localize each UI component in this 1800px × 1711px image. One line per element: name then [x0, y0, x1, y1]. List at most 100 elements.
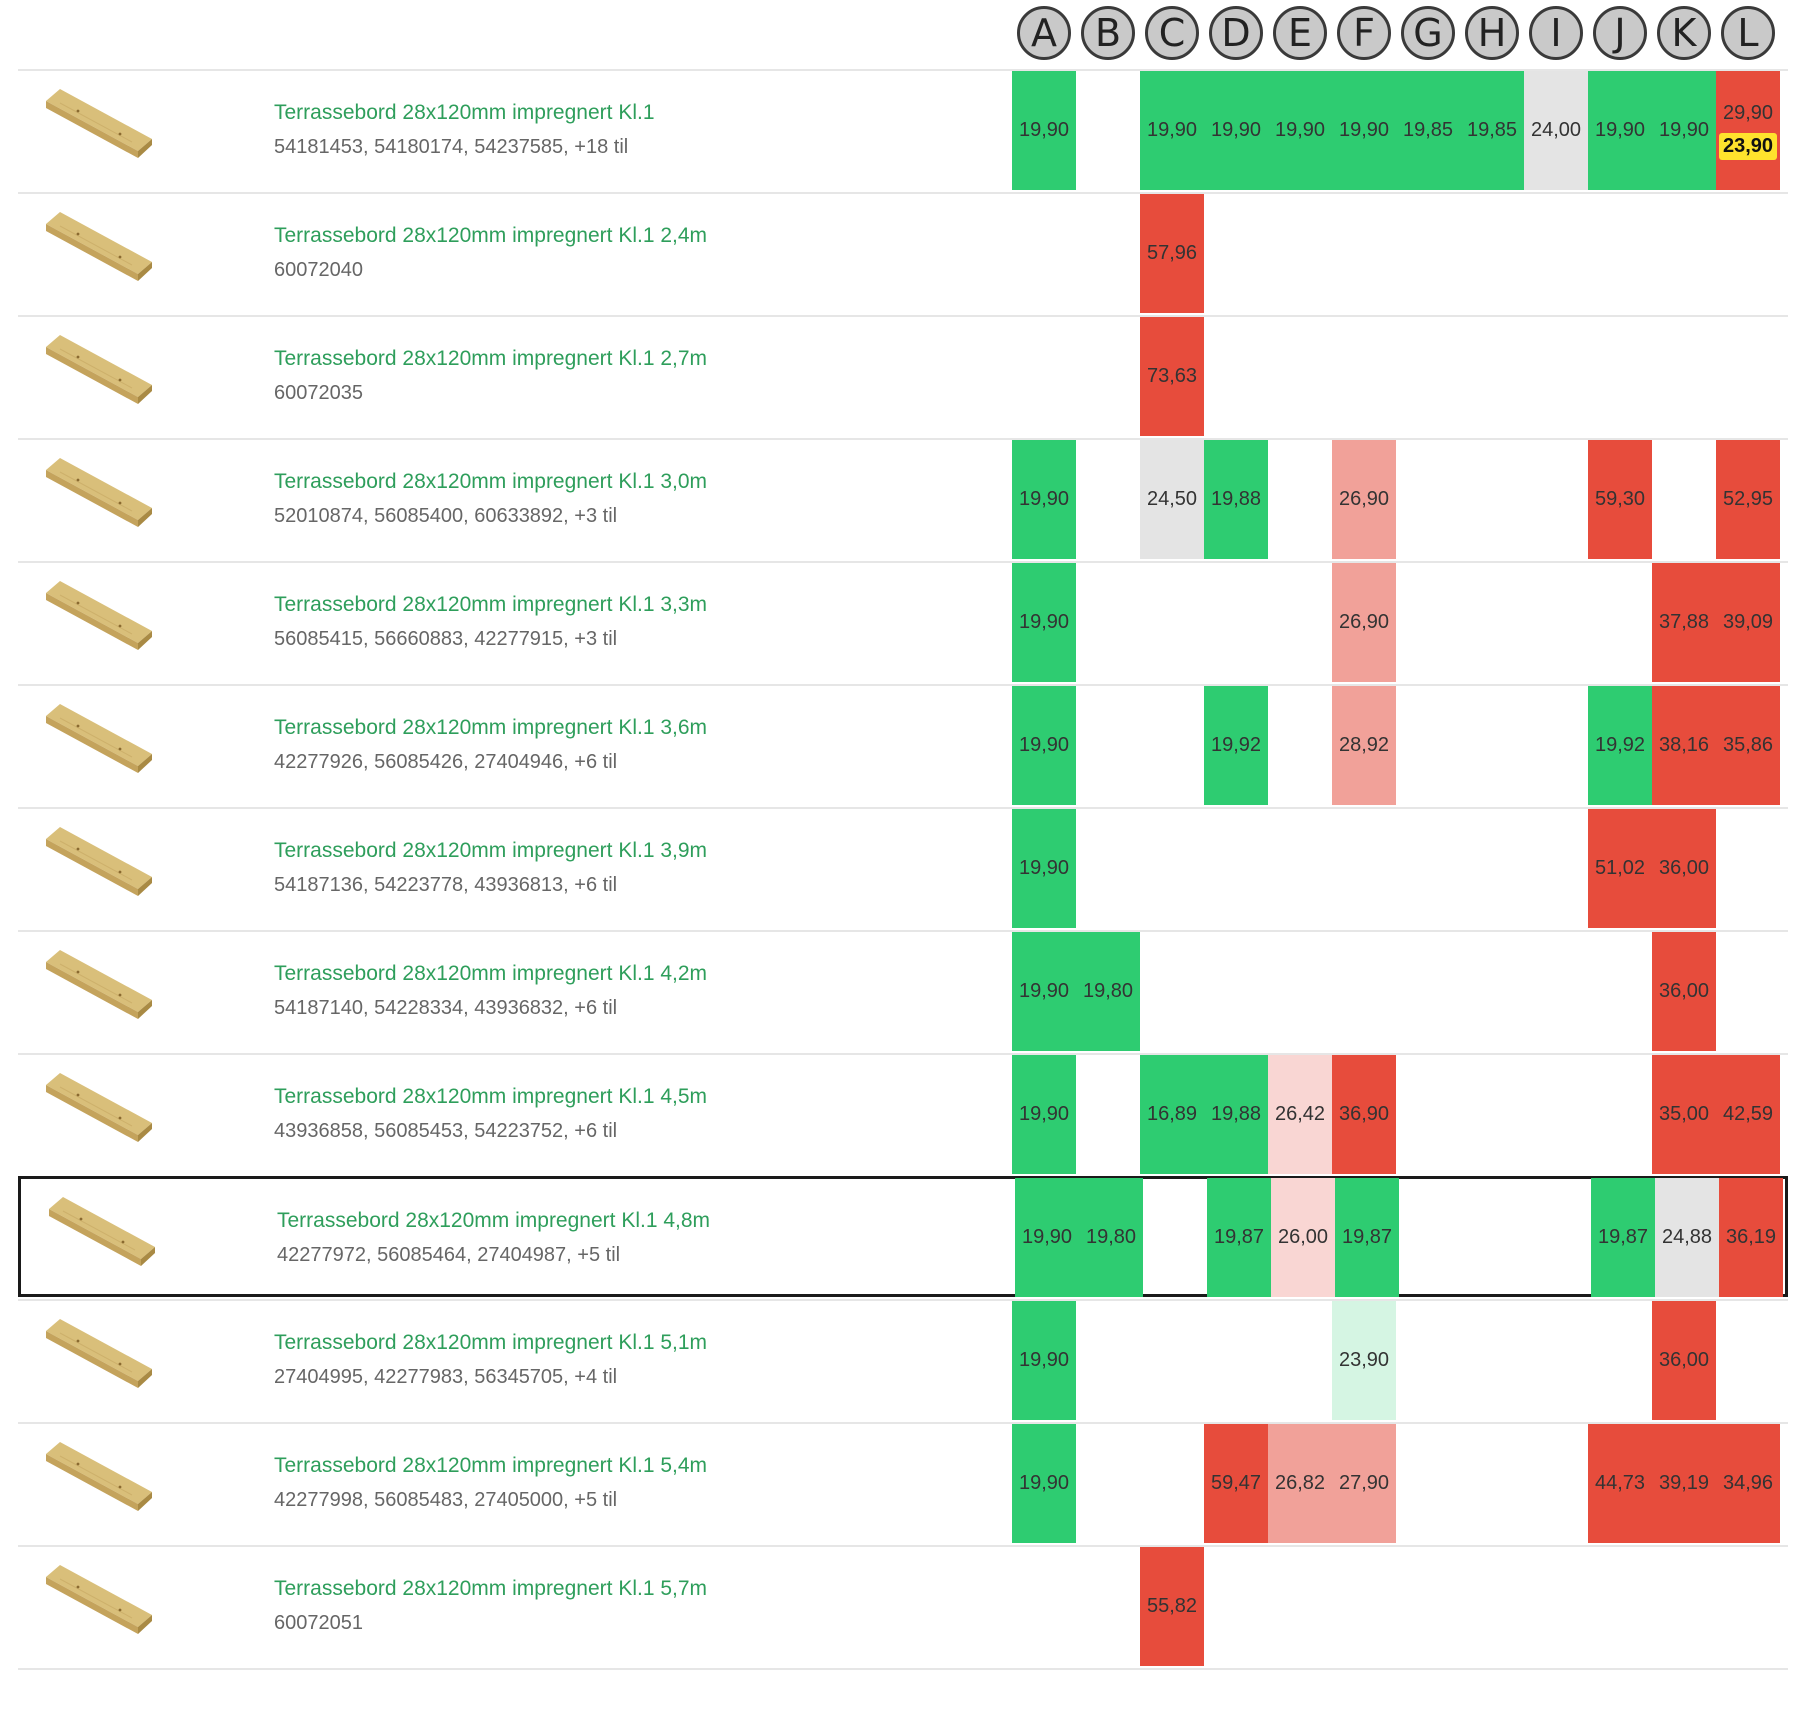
product-row[interactable]: Terrassebord 28x120mm impregnert Kl.1 4,… [18, 1053, 1788, 1174]
price-cell-k[interactable]: 36,00 [1652, 1301, 1716, 1420]
price-cell-j[interactable]: 59,30 [1588, 440, 1652, 559]
price-cell-d[interactable]: 59,47 [1204, 1424, 1268, 1543]
product-sku-list: 56085415, 56660883, 42277915, +3 til [274, 628, 618, 650]
price-cell-a[interactable]: 19,90 [1015, 1178, 1079, 1297]
price-cell-a[interactable]: 19,90 [1012, 440, 1076, 559]
price-cell-c[interactable]: 24,50 [1140, 440, 1204, 559]
product-row[interactable]: Terrassebord 28x120mm impregnert Kl.1 4,… [18, 930, 1788, 1051]
price-cell-l[interactable]: 52,95 [1716, 440, 1780, 559]
price-cell-j[interactable]: 19,87 [1591, 1178, 1655, 1297]
price-cell-l[interactable]: 35,86 [1716, 686, 1780, 805]
price-cell-j[interactable]: 51,02 [1588, 809, 1652, 928]
price-cell-f[interactable]: 36,90 [1332, 1055, 1396, 1174]
column-header-b[interactable]: B [1081, 6, 1135, 60]
price-cell-d[interactable]: 19,87 [1207, 1178, 1271, 1297]
price-cell-e[interactable]: 26,42 [1268, 1055, 1332, 1174]
price-cell-a[interactable]: 19,90 [1012, 563, 1076, 682]
price-cell-a[interactable]: 19,90 [1012, 932, 1076, 1051]
price-cell-c[interactable]: 73,63 [1140, 317, 1204, 436]
product-title-link[interactable]: Terrassebord 28x120mm impregnert Kl.1 3,… [274, 716, 708, 739]
product-row-selected[interactable]: Terrassebord 28x120mm impregnert Kl.1 4,… [18, 1176, 1788, 1297]
product-title-link[interactable]: Terrassebord 28x120mm impregnert Kl.1 3,… [274, 470, 708, 493]
product-row[interactable]: Terrassebord 28x120mm impregnert Kl.1 54… [18, 69, 1788, 190]
price-cell-f[interactable]: 26,90 [1332, 563, 1396, 682]
column-header-h[interactable]: H [1465, 6, 1519, 60]
column-header-g[interactable]: G [1401, 6, 1455, 60]
price-cell-d[interactable]: 19,88 [1204, 1055, 1268, 1174]
price-cell-a[interactable]: 19,90 [1012, 1424, 1076, 1543]
price-cell-l[interactable]: 42,59 [1716, 1055, 1780, 1174]
price-cell-f[interactable]: 23,90 [1332, 1301, 1396, 1420]
price-cell-e[interactable]: 19,90 [1268, 71, 1332, 190]
price-cell-k[interactable]: 39,19 [1652, 1424, 1716, 1543]
product-row[interactable]: Terrassebord 28x120mm impregnert Kl.1 3,… [18, 684, 1788, 805]
price-cell-l[interactable]: 29,90 23,90 [1716, 71, 1780, 190]
product-title-link[interactable]: Terrassebord 28x120mm impregnert Kl.1 2,… [274, 347, 708, 370]
product-row[interactable]: Terrassebord 28x120mm impregnert Kl.1 3,… [18, 438, 1788, 559]
price-cell-d[interactable]: 19,90 [1204, 71, 1268, 190]
price-cell-k[interactable]: 36,00 [1652, 932, 1716, 1051]
column-header-j[interactable]: J [1593, 6, 1647, 60]
price-cell-l[interactable]: 34,96 [1716, 1424, 1780, 1543]
product-title-link[interactable]: Terrassebord 28x120mm impregnert Kl.1 3,… [274, 839, 708, 862]
price-cell-k[interactable]: 24,88 [1655, 1178, 1719, 1297]
price-cell-l[interactable]: 36,19 [1719, 1178, 1783, 1297]
price-cell-c[interactable]: 16,89 [1140, 1055, 1204, 1174]
column-header-k[interactable]: K [1657, 6, 1711, 60]
price-cell-c[interactable]: 57,96 [1140, 194, 1204, 313]
product-row[interactable]: Terrassebord 28x120mm impregnert Kl.1 3,… [18, 807, 1788, 928]
price-cell-k[interactable]: 37,88 [1652, 563, 1716, 682]
product-row[interactable]: Terrassebord 28x120mm impregnert Kl.1 5,… [18, 1299, 1788, 1420]
price-cell-i[interactable]: 24,00 [1524, 71, 1588, 190]
price-cell-d[interactable]: 19,92 [1204, 686, 1268, 805]
price-cell-b[interactable]: 19,80 [1079, 1178, 1143, 1297]
product-row[interactable]: Terrassebord 28x120mm impregnert Kl.1 5,… [18, 1545, 1788, 1666]
product-title-link[interactable]: Terrassebord 28x120mm impregnert Kl.1 4,… [274, 962, 708, 985]
price-cell-a[interactable]: 19,90 [1012, 686, 1076, 805]
column-header-c[interactable]: C [1145, 6, 1199, 60]
product-title-link[interactable]: Terrassebord 28x120mm impregnert Kl.1 3,… [274, 593, 708, 616]
price-cell-b[interactable]: 19,80 [1076, 932, 1140, 1051]
price-cell-j[interactable]: 44,73 [1588, 1424, 1652, 1543]
price-cell-a[interactable]: 19,90 [1012, 71, 1076, 190]
product-title-link[interactable]: Terrassebord 28x120mm impregnert Kl.1 [274, 101, 655, 124]
price-cell-g[interactable]: 19,85 [1396, 71, 1460, 190]
column-header-l[interactable]: L [1721, 6, 1775, 60]
product-title-link[interactable]: Terrassebord 28x120mm impregnert Kl.1 5,… [274, 1331, 708, 1354]
price-cell-k[interactable]: 19,90 [1652, 71, 1716, 190]
price-cell-f[interactable]: 26,90 [1332, 440, 1396, 559]
price-cell-a[interactable]: 19,90 [1012, 1055, 1076, 1174]
price-cell-d[interactable]: 19,88 [1204, 440, 1268, 559]
price-cell-f[interactable]: 28,92 [1332, 686, 1396, 805]
price-cell-c[interactable]: 19,90 [1140, 71, 1204, 190]
price-cell-f[interactable]: 27,90 [1332, 1424, 1396, 1543]
price-cell-j[interactable]: 19,90 [1588, 71, 1652, 190]
product-title-link[interactable]: Terrassebord 28x120mm impregnert Kl.1 5,… [274, 1454, 708, 1477]
price-cell-j[interactable]: 19,92 [1588, 686, 1652, 805]
product-row[interactable]: Terrassebord 28x120mm impregnert Kl.1 3,… [18, 561, 1788, 682]
product-title-link[interactable]: Terrassebord 28x120mm impregnert Kl.1 4,… [274, 1085, 708, 1108]
price-cell-f[interactable]: 19,90 [1332, 71, 1396, 190]
price-cell-e[interactable]: 26,82 [1268, 1424, 1332, 1543]
product-row[interactable]: Terrassebord 28x120mm impregnert Kl.1 2,… [18, 192, 1788, 313]
column-header-i[interactable]: I [1529, 6, 1583, 60]
price-cell-k[interactable]: 35,00 [1652, 1055, 1716, 1174]
price-cell-k[interactable]: 38,16 [1652, 686, 1716, 805]
product-row[interactable]: Terrassebord 28x120mm impregnert Kl.1 2,… [18, 315, 1788, 436]
price-cell-h[interactable]: 19,85 [1460, 71, 1524, 190]
column-header-f[interactable]: F [1337, 6, 1391, 60]
price-cell-k[interactable]: 36,00 [1652, 809, 1716, 928]
price-cell-e[interactable]: 26,00 [1271, 1178, 1335, 1297]
price-cell-c[interactable]: 55,82 [1140, 1547, 1204, 1666]
price-cell-a[interactable]: 19,90 [1012, 809, 1076, 928]
column-header-a[interactable]: A [1017, 6, 1071, 60]
product-row[interactable]: Terrassebord 28x120mm impregnert Kl.1 5,… [18, 1422, 1788, 1543]
column-header-e[interactable]: E [1273, 6, 1327, 60]
price-cell-l[interactable]: 39,09 [1716, 563, 1780, 682]
product-title-link[interactable]: Terrassebord 28x120mm impregnert Kl.1 4,… [277, 1209, 711, 1232]
column-header-d[interactable]: D [1209, 6, 1263, 60]
price-cell-a[interactable]: 19,90 [1012, 1301, 1076, 1420]
product-title-link[interactable]: Terrassebord 28x120mm impregnert Kl.1 2,… [274, 224, 708, 247]
price-cell-f[interactable]: 19,87 [1335, 1178, 1399, 1297]
product-title-link[interactable]: Terrassebord 28x120mm impregnert Kl.1 5,… [274, 1577, 708, 1600]
